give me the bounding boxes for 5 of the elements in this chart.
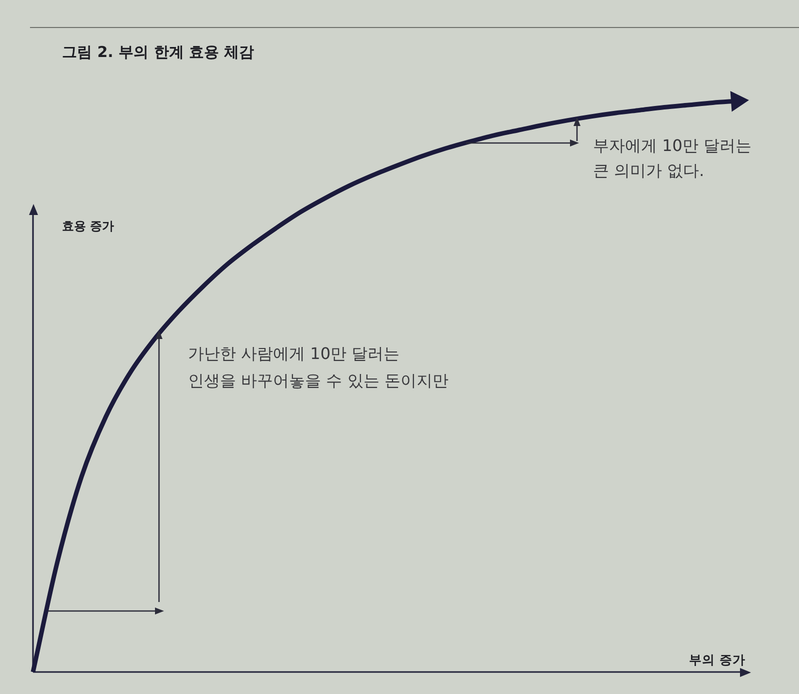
chart-title: 그림 2. 부의 한계 효용 체감 bbox=[62, 43, 254, 61]
y-axis-title: 효용 증가 bbox=[62, 219, 114, 233]
annotation: 부자에게 10만 달러는 큰 의미가 없다. bbox=[593, 136, 752, 180]
x-axis-title: 부의 증가 bbox=[689, 652, 746, 667]
annotation: 가난한 사람에게 10만 달러는 인생을 바꾸어놓을 수 있는 돈이지만 bbox=[188, 344, 448, 390]
